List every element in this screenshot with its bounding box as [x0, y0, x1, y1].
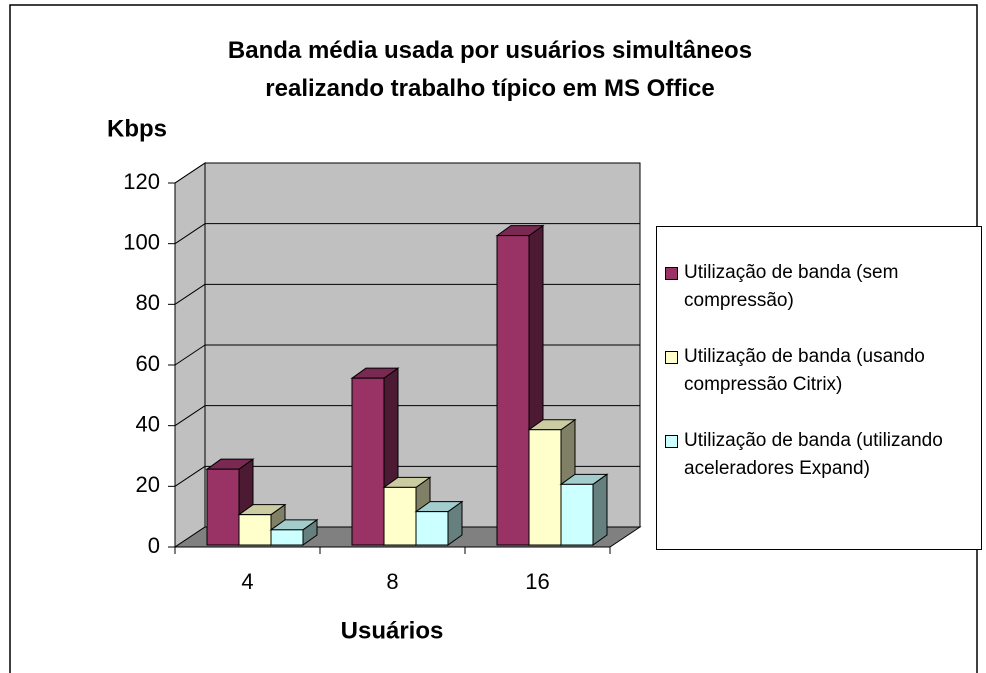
legend-swatch — [665, 435, 678, 448]
bar — [206, 468, 240, 546]
y-tick-label: 120 — [123, 169, 160, 194]
x-tick-label: 8 — [386, 569, 398, 594]
bar — [415, 511, 449, 546]
bar-side — [592, 473, 608, 546]
x-tick-label: 16 — [525, 569, 549, 594]
legend-swatch — [665, 351, 678, 364]
grid-line — [174, 162, 206, 184]
y-tick-label: 40 — [136, 411, 160, 436]
legend-label: Utilização de banda (utilizando acelerad… — [684, 430, 943, 479]
x-axis-label: Usuários — [341, 617, 444, 644]
y-tick-label: 100 — [123, 229, 160, 254]
bar — [528, 429, 562, 546]
x-tick-label: 4 — [241, 569, 253, 594]
legend-label: Utilização de banda (sem compressão) — [684, 262, 899, 311]
legend-entry: Utilização de banda (utilizando acelerad… — [665, 427, 977, 483]
y-tick-label: 80 — [136, 290, 160, 315]
legend: Utilização de banda (sem compressão) Util… — [656, 226, 982, 550]
legend-entry: Utilização de banda (usando compressão C… — [665, 343, 977, 399]
y-tick-label: 0 — [148, 533, 160, 558]
grid-line — [174, 465, 206, 487]
grid-line — [174, 405, 206, 427]
legend-label: Utilização de banda (usando compressão C… — [684, 346, 925, 395]
legend-swatch — [665, 267, 678, 280]
bar — [351, 377, 385, 546]
y-tick-label: 20 — [136, 472, 160, 497]
y-tick-label: 60 — [136, 351, 160, 376]
bar — [560, 483, 594, 546]
grid-line — [174, 344, 206, 366]
grid-line — [174, 223, 206, 245]
y-axis-label: Kbps — [107, 115, 167, 142]
bar — [383, 486, 417, 546]
bar — [238, 514, 272, 546]
chart-title: Banda média usada por usuários simultâne… — [228, 37, 752, 102]
bar — [270, 529, 304, 546]
grid-line — [174, 283, 206, 305]
bar — [496, 235, 530, 546]
legend-entry: Utilização de banda (sem compressão) — [665, 259, 977, 315]
